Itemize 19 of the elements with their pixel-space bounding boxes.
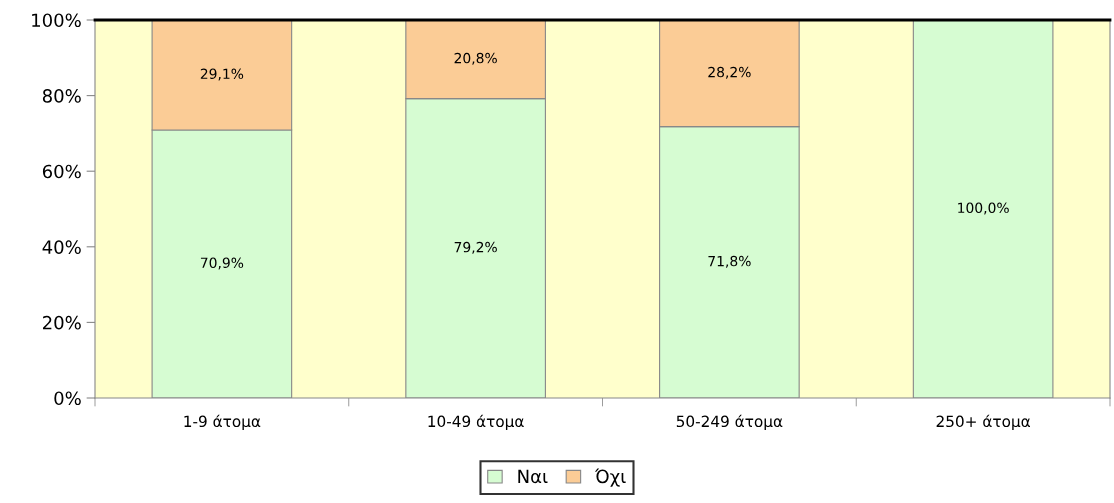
data-label: 20,8% [454,52,497,65]
data-label: 28,2% [708,66,751,79]
data-label: 29,1% [200,68,244,81]
y-tick-label: 0% [54,391,81,406]
data-label: 100,0% [958,202,1009,215]
x-tick-label: 50-249 άτομα [676,414,783,431]
data-label: 79,2% [454,241,497,254]
y-tick-label: 100% [32,13,81,28]
y-tick-label: 60% [42,164,81,179]
legend-label: Ναι [518,469,548,484]
x-tick-label: 1-9 άτομα [184,414,261,431]
x-tick-label: 10-49 άτομα [428,414,524,431]
legend-label: Όχι [594,468,626,487]
data-label: 70,9% [200,257,244,270]
y-tick-label: 20% [43,315,81,330]
y-tick-label: 80% [42,89,81,103]
y-tick-label: 40% [42,240,81,254]
x-tick-label: 250+ άτομα [936,414,1031,431]
data-label: 71,8% [708,255,751,268]
